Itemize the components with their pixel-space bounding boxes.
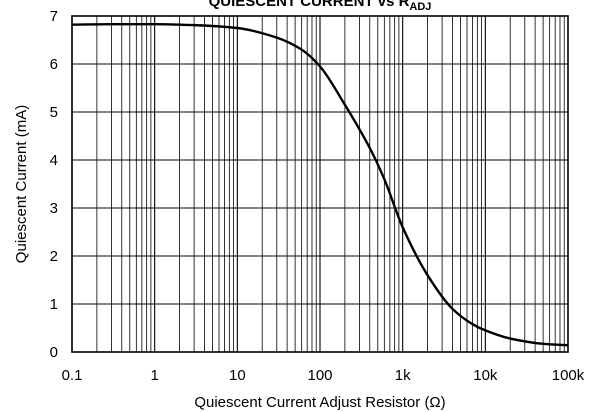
y-tick-label: 4 bbox=[50, 152, 58, 169]
series-line bbox=[71, 22, 569, 347]
chart-title: QUIESCENT CURRENT vs RADJ bbox=[209, 0, 432, 13]
x-axis-label: Quiescent Current Adjust Resistor (Ω) bbox=[194, 394, 445, 411]
x-tick-label: 0.1 bbox=[62, 367, 83, 384]
y-tick-label: 5 bbox=[50, 104, 58, 121]
x-tick-label: 100 bbox=[307, 367, 332, 384]
series-layer bbox=[71, 22, 569, 347]
y-tick-labels: 0 1 2 3 4 5 6 7 bbox=[50, 8, 58, 361]
x-tick-labels: 0.1 1 10 100 1k 10k 100k bbox=[62, 367, 585, 384]
y-tick-label: 0 bbox=[50, 344, 58, 361]
x-tick-label: 1 bbox=[150, 367, 158, 384]
x-tick-label: 10k bbox=[473, 367, 498, 384]
y-tick-label: 3 bbox=[50, 200, 58, 217]
y-axis-label: Quiescent Current (mA) bbox=[13, 105, 30, 263]
y-tick-label: 1 bbox=[50, 296, 58, 313]
x-tick-label: 1k bbox=[395, 367, 411, 384]
x-tick-label: 100k bbox=[552, 367, 585, 384]
y-tick-label: 7 bbox=[50, 8, 58, 25]
plot-frame bbox=[71, 15, 569, 353]
x-tick-label: 10 bbox=[229, 367, 246, 384]
y-tick-label: 2 bbox=[50, 248, 58, 265]
y-tick-label: 6 bbox=[50, 56, 58, 73]
